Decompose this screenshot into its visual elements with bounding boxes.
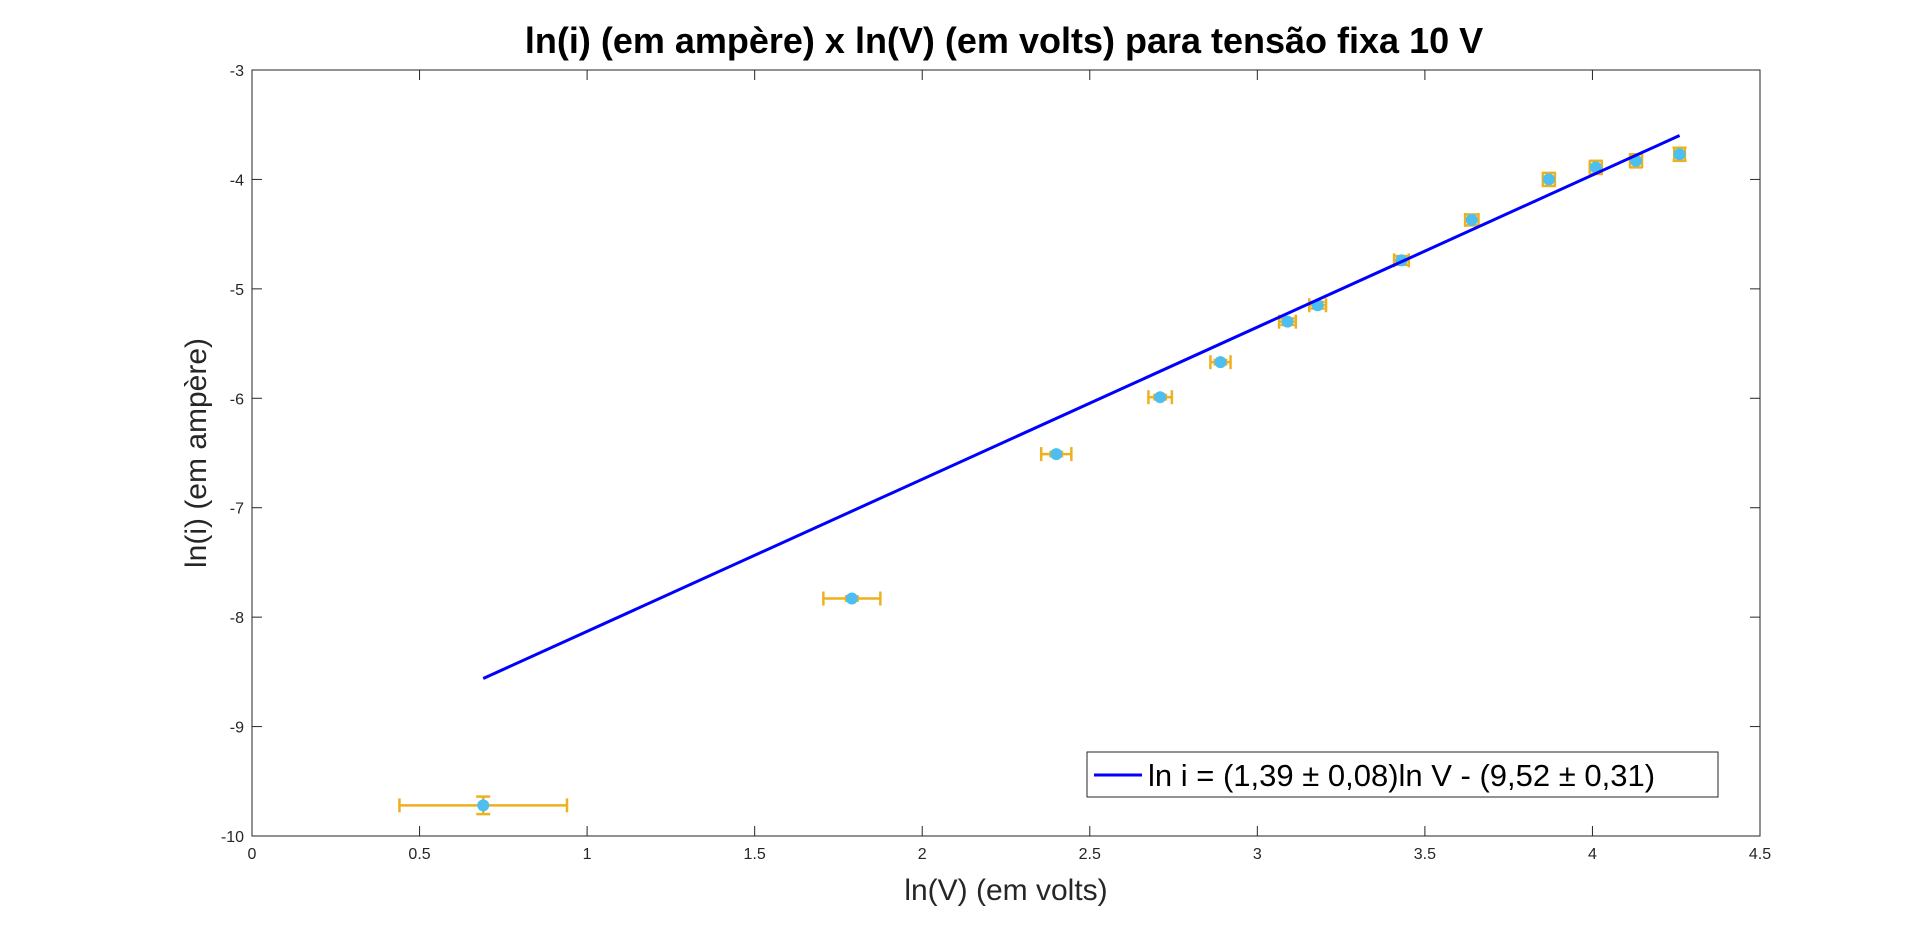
y-tick-label: -9 <box>230 720 244 737</box>
y-tick-label: -8 <box>230 610 244 627</box>
y-tick-label: -5 <box>230 282 244 299</box>
data-point <box>1673 148 1686 161</box>
data-point <box>1214 356 1227 369</box>
data-point <box>1154 391 1167 404</box>
data-point <box>845 592 858 605</box>
data-markers <box>477 148 1686 812</box>
data-point <box>1542 173 1555 186</box>
fit-line-group <box>482 134 1681 680</box>
legend-label: ln i = (1,39 ± 0,08)ln V - (9,52 ± 0,31) <box>1148 758 1655 793</box>
y-tick-label: -10 <box>221 829 244 846</box>
x-tick-label: 2 <box>918 846 927 863</box>
y-tick-label: -6 <box>230 391 244 408</box>
data-point <box>477 799 490 812</box>
y-tick-label: -3 <box>230 63 244 80</box>
data-point <box>1281 315 1294 328</box>
x-tick-label: 4.5 <box>1749 846 1771 863</box>
data-point <box>1050 448 1063 461</box>
x-tick-label: 2.5 <box>1079 846 1101 863</box>
x-tick-label: 0.5 <box>408 846 430 863</box>
x-tick-label: 4 <box>1588 846 1597 863</box>
data-point <box>1465 213 1478 226</box>
chart-title: ln(i) (em ampère) x ln(V) (em volts) par… <box>525 20 1483 61</box>
x-tick-label: 3.5 <box>1414 846 1436 863</box>
y-axis-label: ln(i) (em ampère) <box>180 338 213 568</box>
legend: ln i = (1,39 ± 0,08)ln V - (9,52 ± 0,31) <box>1086 751 1719 798</box>
x-tick-label: 1.5 <box>744 846 766 863</box>
y-tick-label: -7 <box>230 501 244 518</box>
data-point <box>1589 161 1602 174</box>
legend-box <box>1086 751 1719 798</box>
x-tick-label: 0 <box>248 846 257 863</box>
x-tick-label: 1 <box>583 846 592 863</box>
plot-area <box>251 69 1761 837</box>
x-axis-label: ln(V) (em volts) <box>904 874 1107 907</box>
x-tick-label: 3 <box>1253 846 1262 863</box>
y-tick-label: -4 <box>230 172 244 189</box>
axis-ticks: 0 0.5 1 1.5 2 2.5 3 3.5 4 4.5 -10 -9 -8 -7 -6 -5 -4 -3 <box>221 63 1771 863</box>
fit-line <box>482 134 1681 680</box>
